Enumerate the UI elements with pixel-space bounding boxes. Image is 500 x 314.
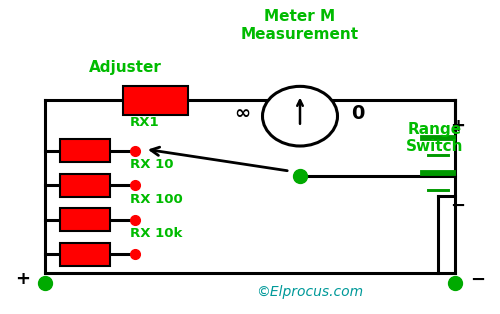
Bar [122, 86, 188, 115]
Text: ∞: ∞ [234, 104, 250, 122]
Text: 0: 0 [351, 104, 364, 122]
Text: +: + [450, 116, 465, 135]
Text: −: − [470, 270, 485, 289]
Text: +: + [15, 270, 30, 289]
Text: RX 10k: RX 10k [130, 227, 182, 240]
Bar [60, 174, 110, 197]
Text: Meter M
Measurement: Meter M Measurement [241, 9, 359, 42]
Bar [60, 208, 110, 231]
Bar [60, 139, 110, 162]
Text: Range
Switch: Range Switch [406, 122, 464, 154]
Ellipse shape [262, 86, 338, 146]
Bar [60, 243, 110, 266]
Text: RX1: RX1 [130, 116, 160, 129]
Text: RX 10: RX 10 [130, 158, 174, 171]
Text: −: − [450, 197, 465, 215]
Text: Adjuster: Adjuster [88, 60, 162, 75]
Text: ©Elprocus.com: ©Elprocus.com [256, 285, 364, 299]
Text: RX 100: RX 100 [130, 193, 183, 206]
